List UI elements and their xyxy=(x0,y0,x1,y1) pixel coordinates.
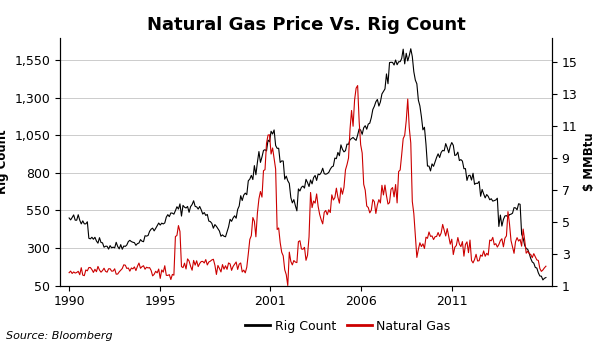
Y-axis label: Rig Count: Rig Count xyxy=(0,129,9,194)
Title: Natural Gas Price Vs. Rig Count: Natural Gas Price Vs. Rig Count xyxy=(146,15,466,33)
Y-axis label: $ MMBtu: $ MMBtu xyxy=(583,132,596,191)
Legend: Rig Count, Natural Gas: Rig Count, Natural Gas xyxy=(240,315,456,338)
Text: Source: Bloomberg: Source: Bloomberg xyxy=(6,331,113,341)
